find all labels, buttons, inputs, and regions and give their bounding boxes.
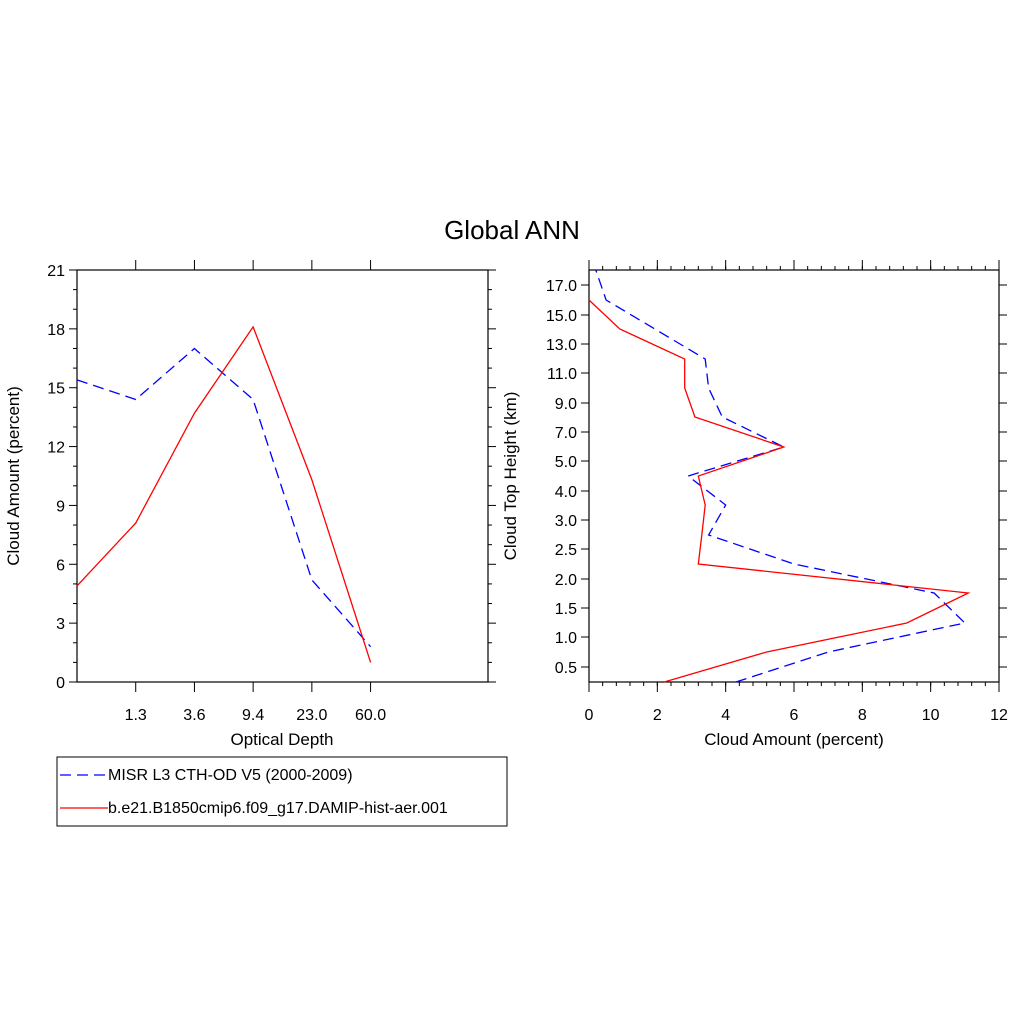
right-y-tick-label: 3.0 xyxy=(555,513,577,530)
right-x-tick-label: 0 xyxy=(585,707,594,724)
right-y-tick-label: 0.5 xyxy=(555,660,577,677)
left-ticks xyxy=(69,260,496,692)
left-y-tick-label: 18 xyxy=(47,322,65,339)
right-x-tick-label: 10 xyxy=(922,707,940,724)
right-x-tick-label: 12 xyxy=(990,707,1008,724)
legend: MISR L3 CTH-OD V5 (2000-2009) b.e21.B185… xyxy=(56,756,508,827)
right-y-axis-label: Cloud Top Height (km) xyxy=(501,392,520,561)
left-x-tick-label: 3.6 xyxy=(183,707,205,724)
left-x-axis-label: Optical Depth xyxy=(231,730,334,749)
left-series-line-0 xyxy=(76,347,372,648)
right-series-line-0 xyxy=(595,269,967,683)
left-x-tick-label: 1.3 xyxy=(125,707,147,724)
right-y-tick-label: 2.0 xyxy=(555,572,577,589)
left-chart: 0 3 6 9 12 15 18 21 1.3 3.6 9.4 23.0 60.0 Optical De… xyxy=(4,260,496,749)
left-y-axis-label: Cloud Amount (percent) xyxy=(4,386,23,566)
left-x-tick-label: 9.4 xyxy=(242,707,264,724)
right-y-tick-label: 11.0 xyxy=(547,366,577,383)
left-y-tick-label: 0 xyxy=(56,675,65,692)
left-x-tick-label: 23.0 xyxy=(296,707,327,724)
left-y-tick-label: 6 xyxy=(56,557,65,574)
right-plot-frame xyxy=(588,269,1000,683)
right-y-tick-label: 5.0 xyxy=(555,454,577,471)
right-y-tick-label: 15.0 xyxy=(546,308,577,325)
right-series-line-1 xyxy=(588,299,971,683)
right-x-tick-label: 4 xyxy=(721,707,730,724)
right-y-tick-label: 9.0 xyxy=(555,396,577,413)
right-series xyxy=(588,269,971,683)
right-x-tick-label: 8 xyxy=(858,707,867,724)
legend-label-misr: MISR L3 CTH-OD V5 (2000-2009) xyxy=(108,767,353,784)
right-x-tick-label: 6 xyxy=(790,707,799,724)
left-series-line-1 xyxy=(76,325,372,663)
left-plot-frame xyxy=(76,269,489,683)
right-y-tick-label: 1.0 xyxy=(555,630,577,647)
right-x-axis-label: Cloud Amount (percent) xyxy=(704,730,884,749)
left-y-tick-label: 15 xyxy=(47,381,65,398)
right-y-tick-label: 4.0 xyxy=(555,484,577,501)
right-chart: 0.5 1.0 1.5 2.0 2.5 3.0 4.0 5.0 7.0 9.0 11.0 13.0 15… xyxy=(501,260,1008,749)
left-series xyxy=(76,325,372,663)
left-y-tick-label: 3 xyxy=(56,616,65,633)
right-y-tick-label: 13.0 xyxy=(546,337,577,354)
right-ticks xyxy=(581,260,1007,692)
left-y-tick-label: 9 xyxy=(56,498,65,515)
legend-label-model: b.e21.B1850cmip6.f09_g17.DAMIP-hist-aer.… xyxy=(108,800,448,817)
chart-title: Global ANN xyxy=(444,215,580,245)
right-y-tick-label: 2.5 xyxy=(555,542,577,559)
right-y-tick-label: 17.0 xyxy=(546,278,577,295)
right-tick-labels: 0.5 1.0 1.5 2.0 2.5 3.0 4.0 5.0 7.0 9.0 11.0 13.0 15… xyxy=(546,278,1008,724)
left-tick-labels: 0 3 6 9 12 15 18 21 1.3 3.6 9.4 23.0 60.0 xyxy=(47,263,386,724)
right-y-tick-label: 1.5 xyxy=(555,601,577,618)
left-y-tick-label: 12 xyxy=(47,440,65,457)
left-x-tick-label: 60.0 xyxy=(355,707,386,724)
right-y-tick-label: 7.0 xyxy=(555,425,577,442)
right-x-tick-label: 2 xyxy=(653,707,662,724)
left-y-tick-label: 21 xyxy=(47,263,65,280)
legend-box xyxy=(56,756,508,827)
